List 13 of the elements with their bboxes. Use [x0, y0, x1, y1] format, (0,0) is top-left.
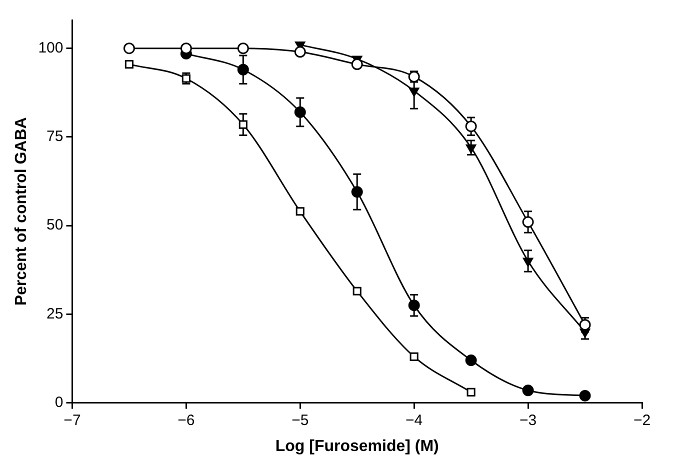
x-tick-label: −4	[406, 412, 423, 429]
x-tick-label: −5	[292, 412, 309, 429]
x-axis-title: Log [Furosemide] (M)	[275, 438, 439, 455]
y-tick-label: 0	[54, 394, 64, 411]
x-tick-label: −7	[64, 412, 81, 429]
y-axis-title: Percent of control GABA	[13, 116, 30, 306]
x-tick-label: −6	[178, 412, 195, 429]
y-tick-label: 50	[46, 216, 64, 234]
y-tick-label: 100	[38, 39, 64, 56]
y-tick-label: 25	[46, 305, 64, 322]
x-tick-label: −3	[519, 412, 537, 429]
y-tick-label: 75	[46, 128, 64, 146]
x-tick-label: −2	[633, 412, 651, 429]
